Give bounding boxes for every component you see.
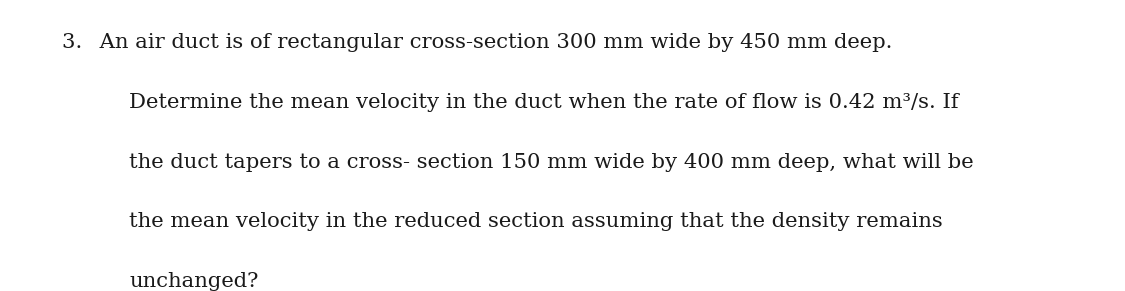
Text: unchanged?: unchanged?: [129, 272, 259, 291]
Text: the duct tapers to a cross- section 150 mm wide by 400 mm deep, what will be: the duct tapers to a cross- section 150 …: [129, 153, 974, 172]
Text: Determine the mean velocity in the duct when the rate of flow is 0.42 m³/s. If: Determine the mean velocity in the duct …: [129, 93, 958, 112]
Text: the mean velocity in the reduced section assuming that the density remains: the mean velocity in the reduced section…: [129, 212, 943, 231]
Text: 3.  An air duct is of rectangular cross-section 300 mm wide by 450 mm deep.: 3. An air duct is of rectangular cross-s…: [62, 33, 892, 52]
